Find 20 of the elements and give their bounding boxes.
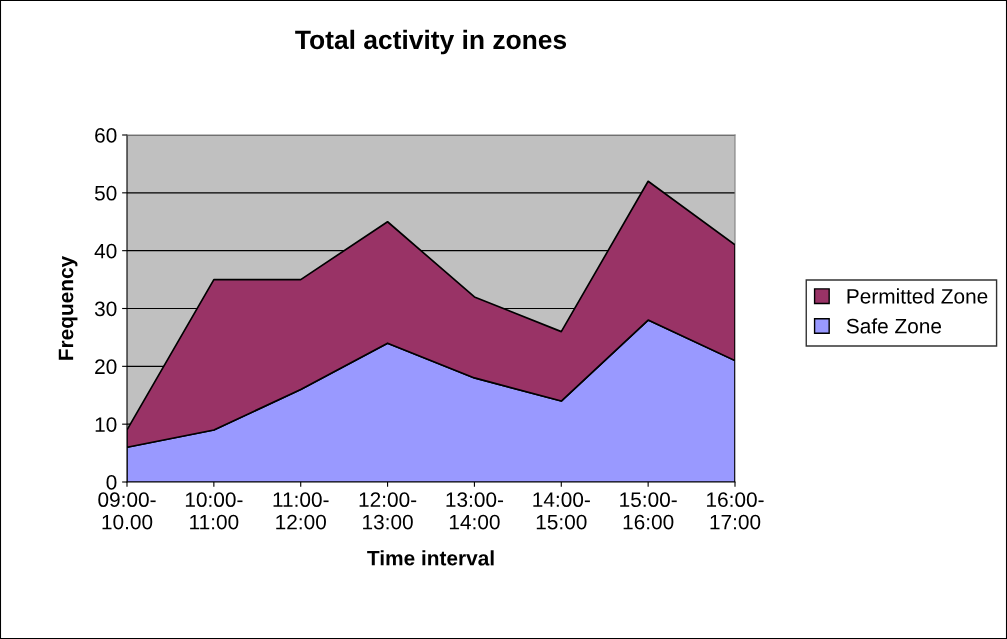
x-tick-label: 11:00- 12:00 [273, 492, 329, 530]
x-tick-label: 10:00- 11:00 [185, 492, 243, 530]
x-tick-label: 13:00- 14:00 [446, 492, 504, 530]
y-tick-label: 20 [95, 359, 117, 375]
x-axis-title: Time interval [367, 550, 494, 566]
x-tick-label: 16:00- 17:00 [707, 492, 764, 530]
y-tick-label: 50 [94, 185, 117, 201]
x-tick-label: 14:00- 15:00 [533, 492, 590, 530]
y-tick-label: 30 [94, 301, 117, 317]
x-tick-label: 12:00- 13:00 [359, 492, 417, 530]
chart-title: Total activity in zones [295, 29, 567, 55]
x-tick-label: 15:00- 16:00 [620, 492, 677, 530]
y-tick-label: 0 [106, 475, 117, 490]
legend-label: Safe Zone [846, 318, 942, 334]
legend-label: Permitted Zone [847, 288, 988, 304]
y-tick-label: 10 [95, 417, 117, 432]
x-tick-label: 09:00- 10.00 [98, 492, 156, 530]
y-tick-label: 40 [94, 243, 117, 259]
y-axis-title: Frequency [58, 255, 78, 360]
y-tick-label: 60 [95, 128, 117, 143]
